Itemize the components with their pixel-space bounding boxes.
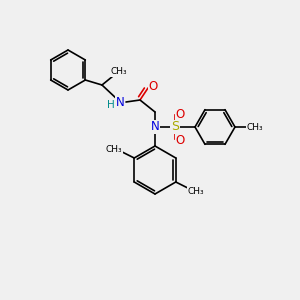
Text: O: O: [148, 80, 158, 92]
Text: H: H: [107, 100, 115, 110]
Text: N: N: [116, 95, 124, 109]
Text: O: O: [176, 107, 184, 121]
Text: S: S: [171, 121, 179, 134]
Text: N: N: [151, 121, 159, 134]
Text: O: O: [176, 134, 184, 146]
Text: CH₃: CH₃: [247, 122, 263, 131]
Text: CH₃: CH₃: [106, 145, 122, 154]
Text: CH₃: CH₃: [111, 68, 127, 76]
Text: CH₃: CH₃: [188, 187, 204, 196]
